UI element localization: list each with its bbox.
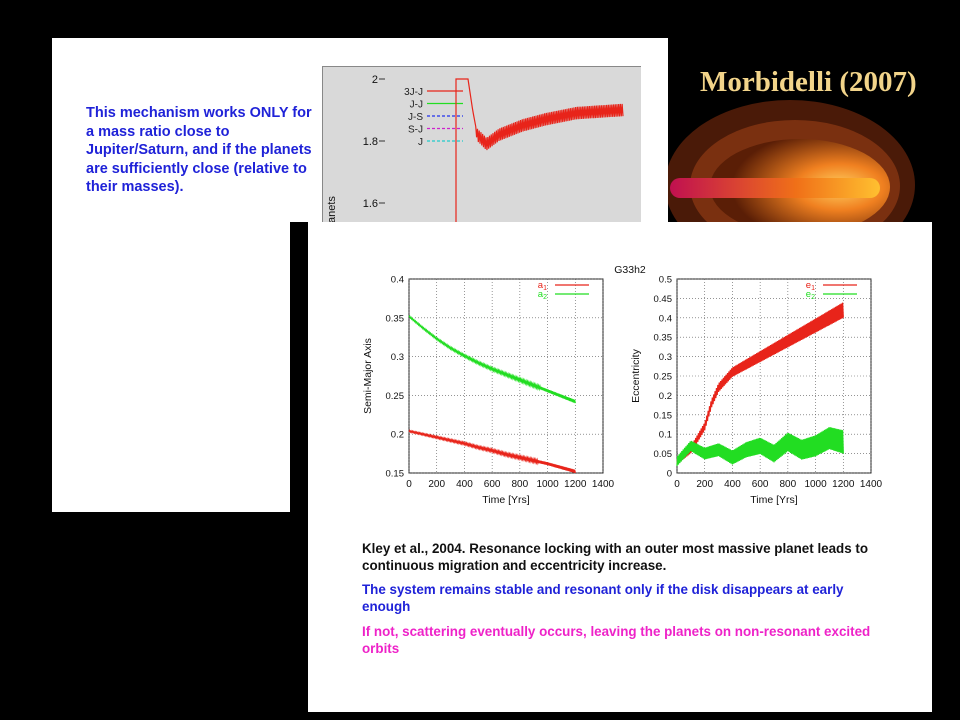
y-tick-label: 0 [667, 469, 672, 480]
y-tick-label: 0.35 [386, 313, 405, 324]
x-axis-label: Time [Yrs] [750, 494, 798, 506]
y-tick-label: 0.05 [654, 449, 673, 460]
y-tick-label: 0.3 [391, 352, 404, 363]
series-a2 [408, 315, 576, 404]
y-tick-label: 0.5 [659, 275, 672, 286]
series-e2 [676, 427, 844, 467]
legend-label: a2 [538, 289, 547, 301]
legend-label: a1 [538, 280, 547, 292]
back-legend-label: J-J [410, 100, 423, 111]
x-tick-label: 800 [780, 479, 797, 490]
paragraph-kley: Kley et al., 2004. Resonance locking wit… [362, 541, 869, 573]
mechanism-note: This mechanism works ONLY for a mass rat… [86, 105, 312, 195]
y-axis-label: Eccentricity [630, 348, 642, 402]
back-plot-ylabel: anets [326, 196, 338, 223]
x-tick-label: 1000 [804, 479, 827, 490]
paragraph-stable: The system remains stable and resonant o… [362, 582, 844, 614]
back-plot-ytick: 1.6 [363, 198, 378, 210]
back-plot-legend: 3J-J J-JJ-S S-JJ [404, 87, 463, 148]
y-axis-label: Semi-Major Axis [362, 338, 374, 414]
y-tick-label: 0.4 [391, 275, 404, 286]
x-tick-label: 400 [456, 479, 473, 490]
y-tick-label: 0.15 [386, 469, 405, 480]
x-tick-label: 600 [484, 479, 501, 490]
y-tick-label: 0.2 [391, 430, 404, 441]
series-a1 [408, 429, 576, 474]
y-tick-label: 0.15 [654, 410, 673, 421]
x-tick-label: 1400 [592, 479, 615, 490]
y-tick-label: 0.1 [659, 430, 672, 441]
x-tick-label: 600 [752, 479, 769, 490]
y-tick-label: 0.25 [386, 391, 405, 402]
y-tick-label: 0.45 [654, 294, 673, 305]
y-tick-label: 0.3 [659, 352, 672, 363]
plot-suptitle: G33h2 [614, 264, 646, 276]
legend-label: e1 [806, 280, 815, 292]
x-tick-label: 1400 [860, 479, 883, 490]
series-e1 [676, 302, 844, 465]
back-legend-label: 3J-J [404, 87, 423, 98]
plot-1: 0 200 400 600 800 1000 1200 1400 0.4 0.35 0.3 0.25 0… [362, 275, 615, 507]
x-tick-label: 400 [724, 479, 741, 490]
x-tick-label: 1200 [564, 479, 587, 490]
x-tick-label: 200 [696, 479, 713, 490]
y-tick-label: 0.25 [654, 372, 673, 383]
back-plot-ytick: 1.8 [363, 136, 378, 148]
x-tick-label: 1200 [832, 479, 855, 490]
y-tick-label: 0.35 [654, 333, 673, 344]
resonance-ratio-plot: 2 1.8 1.6 anets 3J-J J-JJ-S S-JJ [322, 66, 641, 223]
back-plot-series-red [455, 78, 624, 223]
legend-label: e2 [806, 289, 815, 301]
slide-title: Morbidelli (2007) [700, 66, 917, 98]
y-tick-label: 0.4 [659, 313, 672, 324]
x-tick-label: 800 [512, 479, 529, 490]
back-legend-label: J-S [408, 112, 423, 123]
back-plot-ytick: 2 [372, 74, 378, 86]
x-tick-label: 0 [674, 479, 680, 490]
paragraph-scattering: If not, scattering eventually occurs, le… [362, 624, 871, 656]
plot-2: 0 200 400 600 800 1000 1200 1400 0.5 0.45 0.4 0.35 0… [630, 275, 883, 507]
back-legend-label: J [418, 137, 423, 148]
x-axis-label: Time [Yrs] [482, 494, 530, 506]
x-tick-label: 0 [406, 479, 412, 490]
back-legend-label: S-J [408, 125, 423, 136]
x-tick-label: 1000 [536, 479, 559, 490]
y-tick-label: 0.2 [659, 391, 672, 402]
x-tick-label: 200 [428, 479, 445, 490]
